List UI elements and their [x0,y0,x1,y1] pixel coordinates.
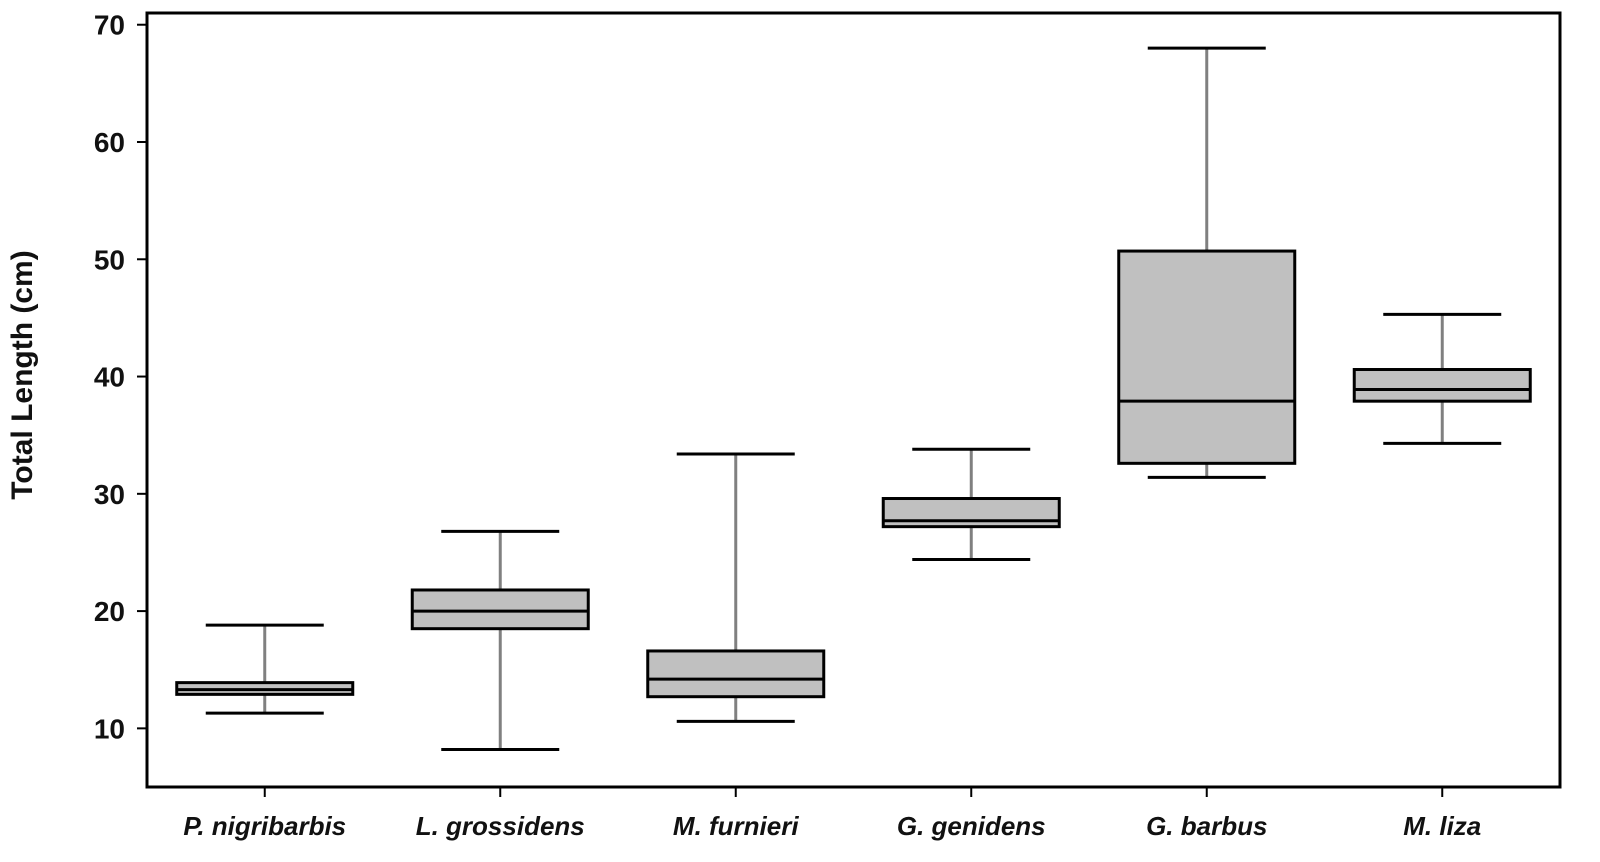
category-label: G. barbus [1146,811,1267,841]
category-label: M. furnieri [673,811,799,841]
y-tick-label: 10 [94,713,125,744]
y-tick-label: 60 [94,127,125,158]
iqr-box [646,649,826,699]
y-tick-label: 40 [94,362,125,393]
y-tick-label: 30 [94,479,125,510]
plot-area: 10 20 30 40 50 60 70 P. nigribarbis L. grossiden… [94,10,1562,841]
y-tick-label: 50 [94,244,125,275]
iqr-box [1352,368,1532,403]
category-label: M. liza [1403,811,1481,841]
category-label: L. grossidens [416,811,585,841]
iqr-box [410,588,590,631]
category-label: G. genidens [897,811,1046,841]
y-tick-label: 20 [94,596,125,627]
iqr-box [881,497,1061,529]
y-axis-title: Total Length (cm) [6,250,39,499]
plot-frame [145,11,1562,789]
category-label: P. nigribarbis [183,811,346,841]
iqr-box [1117,249,1297,465]
y-tick-label: 70 [94,10,125,41]
